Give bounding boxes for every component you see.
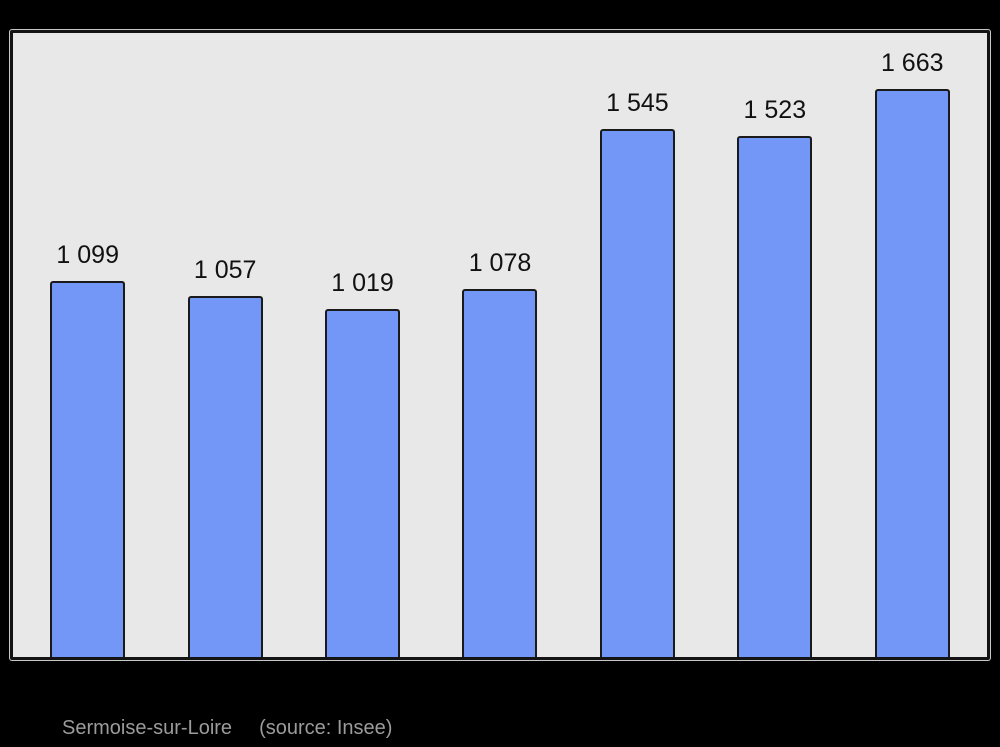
bar-value-label: 1 545	[606, 88, 669, 117]
bar-column: 1 099	[19, 33, 156, 657]
bar-column: 1 663	[844, 33, 981, 657]
bar-value-label: 1 099	[56, 241, 119, 270]
bar-value-label: 1 523	[743, 96, 807, 125]
bar-column: 1 545	[569, 33, 706, 657]
bar	[599, 128, 675, 657]
bar	[325, 308, 401, 657]
bar-column: 1 057	[156, 33, 293, 657]
bar-value-label: 1 019	[331, 268, 394, 297]
bar-column: 1 078	[431, 33, 568, 657]
bar-value-label: 1 078	[468, 248, 532, 277]
bars: 1 099 1 057 1 019 1 078 1 545 1 523 1 663	[13, 33, 987, 657]
bar	[50, 281, 126, 657]
caption-place: Sermoise-sur-Loire	[62, 717, 233, 739]
bar	[737, 136, 813, 657]
caption-source: (source: Insee)	[259, 717, 393, 739]
chart-caption: Sermoise-sur-Loire (source: Insee)	[62, 716, 392, 740]
bar	[874, 88, 950, 657]
bar-value-label: 1 663	[880, 48, 944, 77]
bar-column: 1 019	[294, 33, 431, 657]
bar-column: 1 523	[706, 33, 843, 657]
bar-value-label: 1 057	[193, 255, 257, 284]
bar	[187, 295, 263, 657]
bar	[462, 288, 538, 657]
chart-panel: 1 099 1 057 1 019 1 078 1 545 1 523 1 663	[10, 30, 990, 660]
